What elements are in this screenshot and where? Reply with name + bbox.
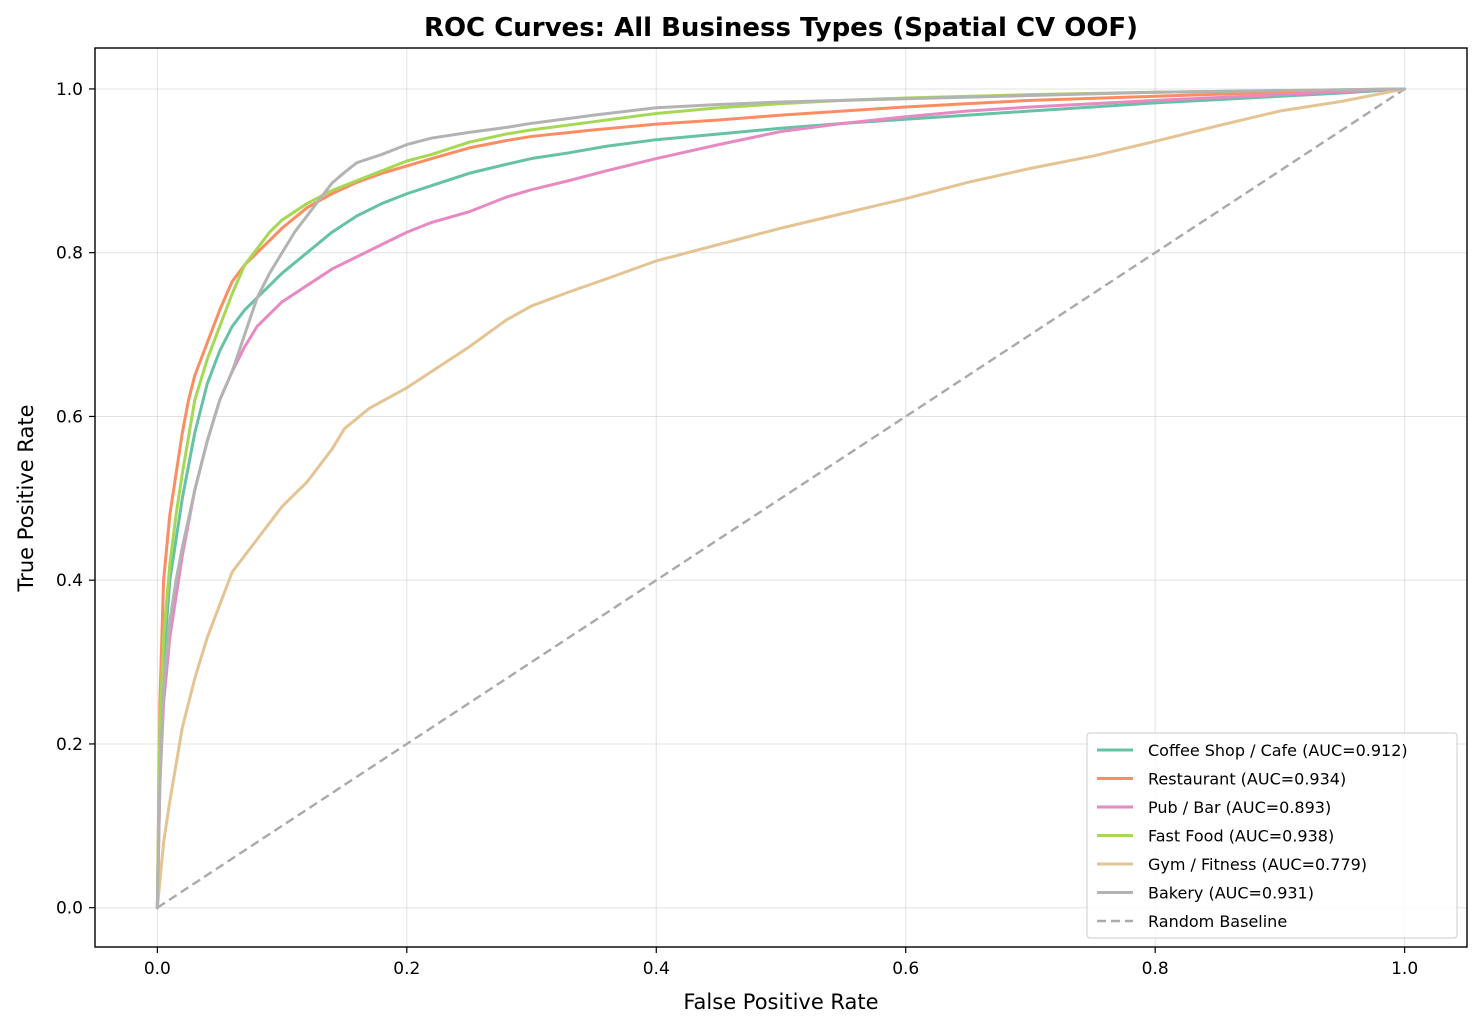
y-tick-label: 0.0 (56, 899, 83, 919)
y-tick-label: 1.0 (56, 80, 83, 100)
legend-label: Random Baseline (1148, 912, 1287, 931)
legend-label: Restaurant (AUC=0.934) (1148, 770, 1346, 789)
x-axis-ticks: 0.0 0.2 0.4 0.6 0.8 1.0 (144, 947, 1418, 979)
series-line-1 (155, 87, 1407, 910)
legend-item: Restaurant (AUC=0.934) (1097, 770, 1346, 789)
x-tick-label: 1.0 (1391, 959, 1418, 979)
x-tick-label: 0.4 (643, 959, 670, 979)
legend-label: Gym / Fitness (AUC=0.779) (1148, 855, 1367, 874)
legend-item: Coffee Shop / Cafe (AUC=0.912) (1097, 741, 1408, 760)
legend-item: Bakery (AUC=0.931) (1097, 884, 1314, 903)
legend: Coffee Shop / Cafe (AUC=0.912) Restaurant… (1086, 732, 1458, 939)
y-tick-label: 0.6 (56, 407, 83, 427)
series-layer (155, 87, 1407, 910)
y-tick-label: 0.2 (56, 735, 83, 755)
legend-label: Bakery (AUC=0.931) (1148, 884, 1314, 903)
x-tick-label: 0.0 (144, 959, 171, 979)
legend-frame (1086, 732, 1458, 939)
baseline-layer (156, 87, 1406, 909)
x-tick-label: 0.8 (1142, 959, 1169, 979)
y-axis-label: True Positive Rate (14, 404, 38, 592)
legend-item: Pub / Bar (AUC=0.893) (1097, 798, 1331, 817)
x-tick-label: 0.6 (892, 959, 919, 979)
x-axis-label: False Positive Rate (683, 990, 878, 1014)
series-line-0 (155, 87, 1407, 910)
legend-item: Gym / Fitness (AUC=0.779) (1097, 855, 1367, 874)
plot-frame (94, 47, 1468, 948)
y-tick-label: 0.8 (56, 244, 83, 264)
y-tick-label: 0.4 (56, 571, 83, 591)
legend-label: Fast Food (AUC=0.938) (1148, 827, 1334, 846)
legend-label: Pub / Bar (AUC=0.893) (1148, 798, 1331, 817)
chart-title: ROC Curves: All Business Types (Spatial … (424, 13, 1138, 43)
legend-label: Coffee Shop / Cafe (AUC=0.912) (1148, 741, 1408, 760)
legend-item: Fast Food (AUC=0.938) (1097, 827, 1334, 846)
random-baseline-line (156, 87, 1406, 909)
grid (95, 48, 1467, 947)
legend-item: Random Baseline (1097, 912, 1287, 931)
series-line-4 (155, 87, 1407, 910)
series-line-5 (155, 87, 1407, 910)
x-tick-label: 0.2 (393, 959, 420, 979)
y-axis-ticks: 0.0 0.2 0.4 0.6 0.8 1.0 (56, 80, 95, 919)
